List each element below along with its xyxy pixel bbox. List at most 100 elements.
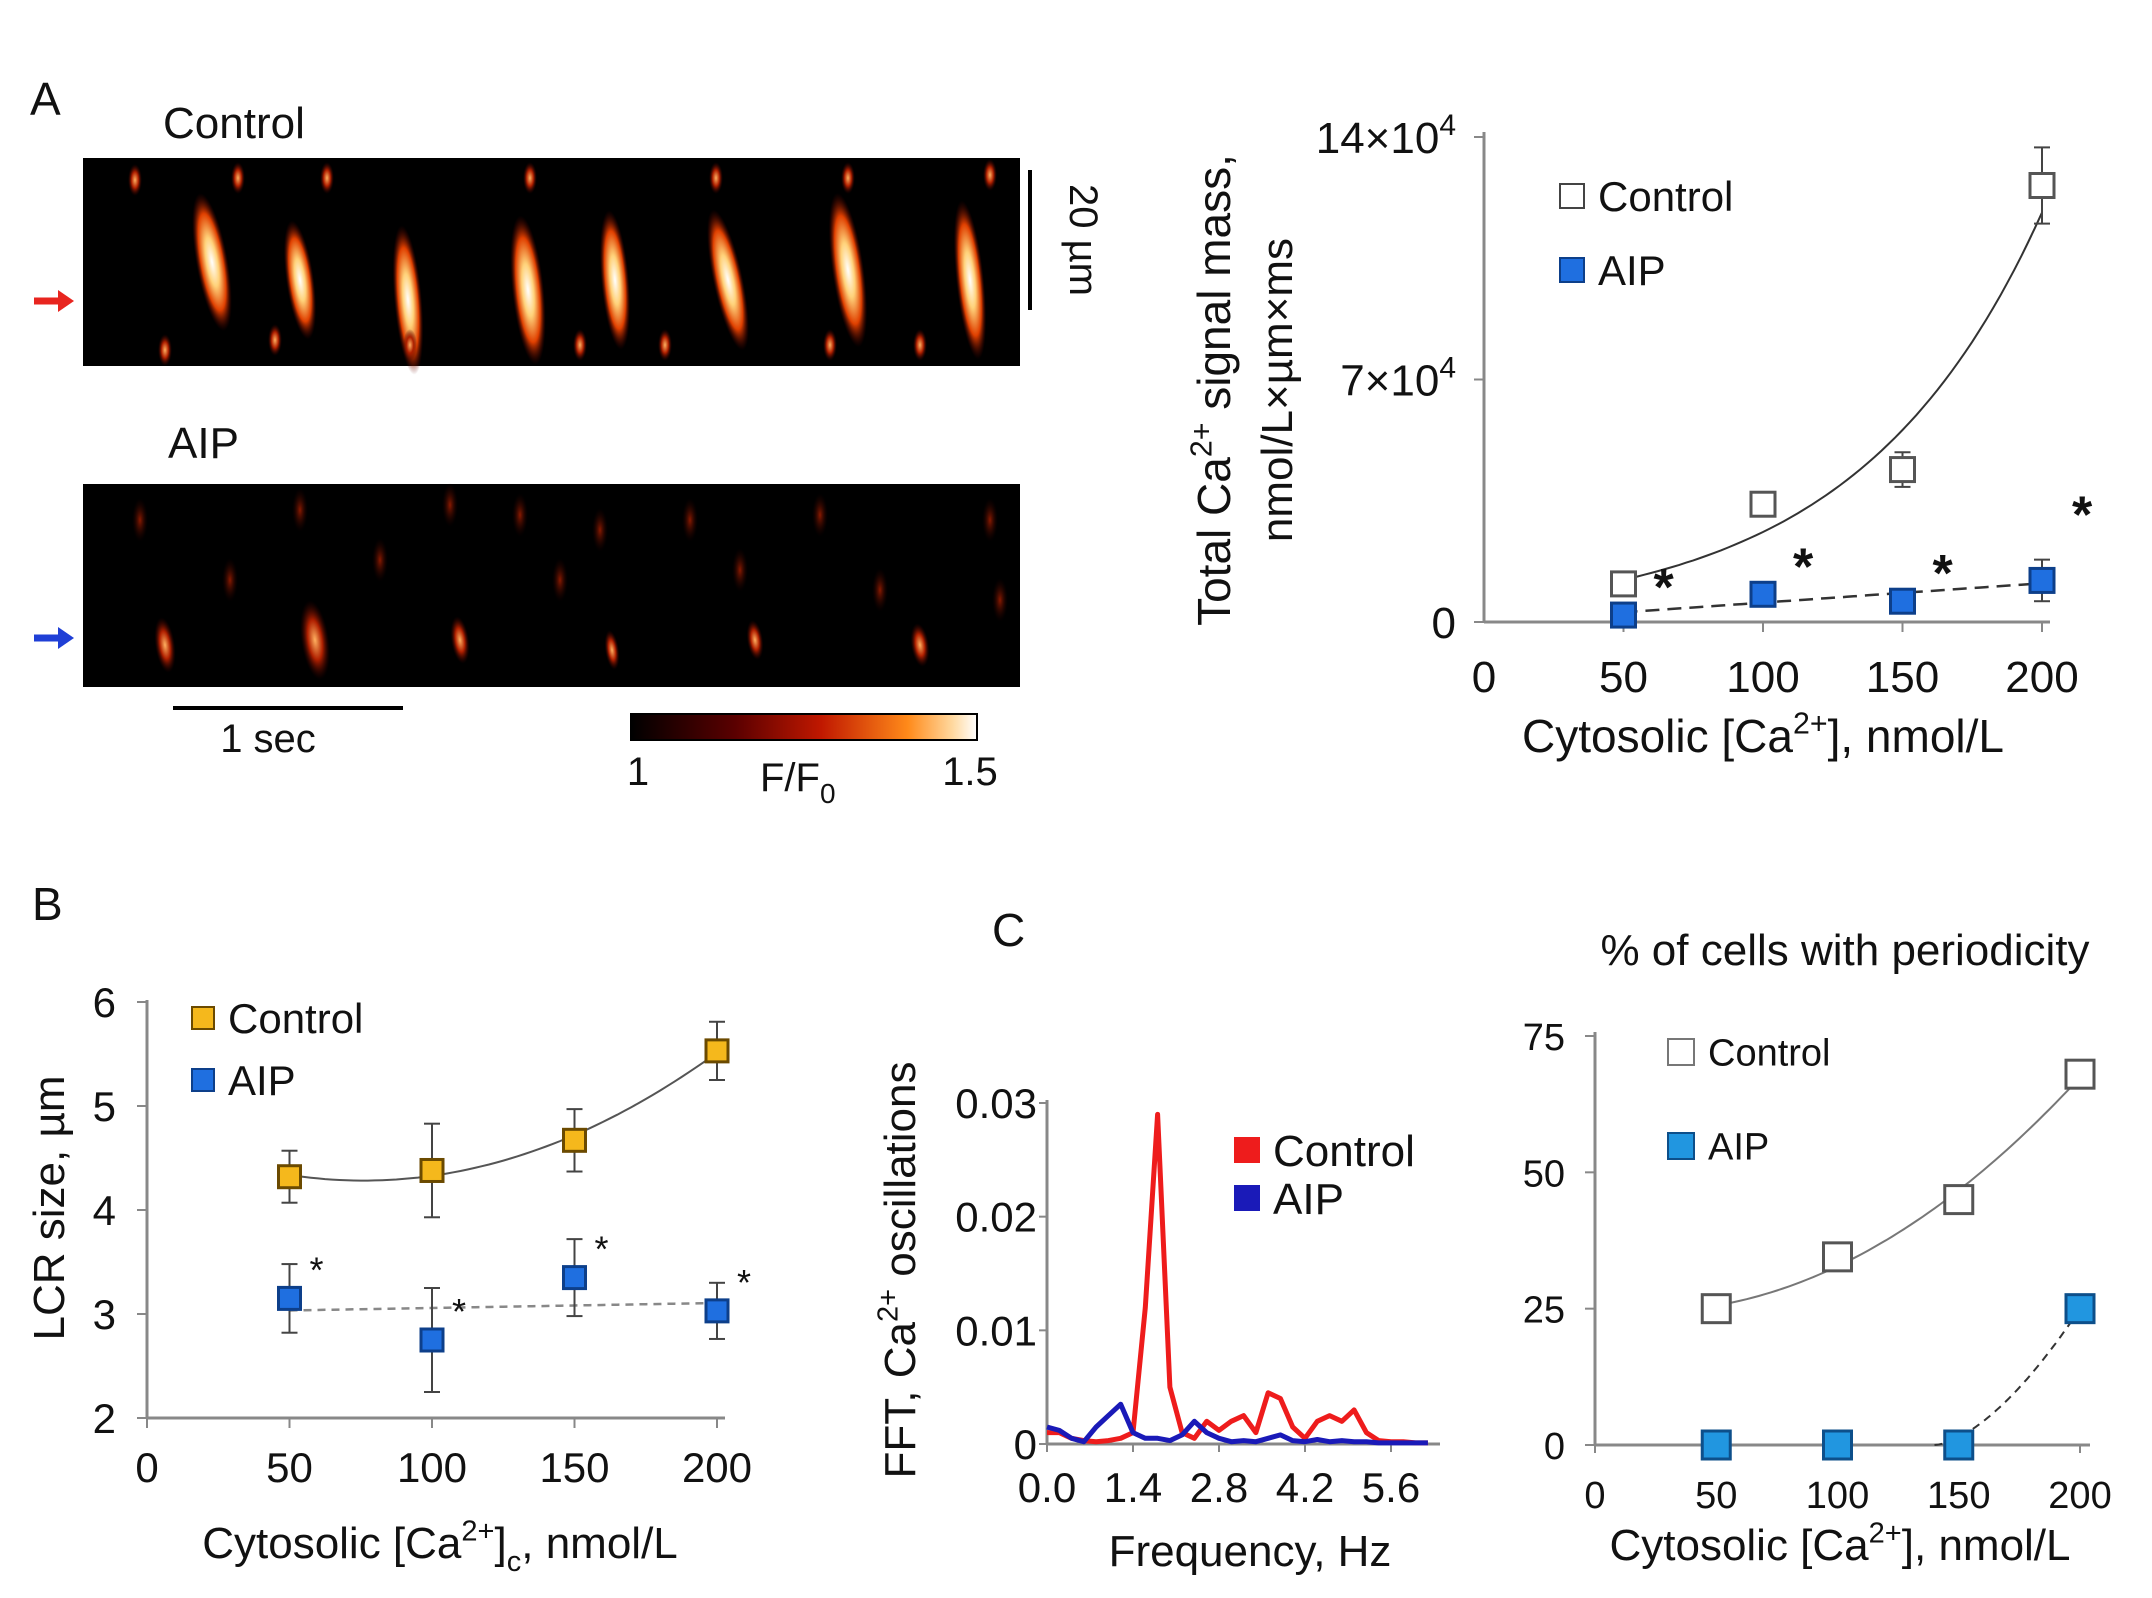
spark-bright	[953, 200, 987, 360]
spark-aip-faint	[872, 568, 888, 612]
control-fit-line	[1623, 212, 2043, 581]
spark-aip-faint	[512, 493, 528, 537]
time-scale-bar: 1 sec	[173, 706, 403, 761]
legend-aip-label: AIP	[1598, 247, 1666, 294]
spark-bright	[283, 220, 317, 340]
significance-star: *	[452, 1291, 466, 1332]
spark-small	[658, 329, 672, 361]
spark-aip	[604, 630, 620, 670]
y-axis-label-units: nmol/L×µm×ms	[1253, 238, 1302, 542]
spark-aip-faint	[552, 558, 568, 602]
spark-aip-faint	[812, 493, 828, 537]
y-axis-label: Total Ca2+ signal mass,	[1186, 154, 1240, 626]
legend-control-label: Control	[1598, 173, 1733, 220]
aip-fit-line	[1623, 581, 2043, 614]
x-tick-label: 1.4	[1104, 1464, 1162, 1511]
spark-aip	[910, 623, 930, 667]
x-tick-label: 200	[2048, 1475, 2111, 1517]
point-control	[562, 1127, 587, 1153]
spark-bright	[707, 209, 749, 351]
x-tick-label: 2.8	[1190, 1464, 1248, 1511]
chart-a-total-signal-mass: 0 50 100 150 200 0 7×104 14×104 Cytosolic [Ca2+]…	[1186, 109, 2093, 762]
y-tick-label: 2	[93, 1395, 116, 1442]
x-tick-label: 0.0	[1018, 1464, 1076, 1511]
spark-small	[823, 329, 837, 361]
chart-b-lcr-size: 0 50 100 150 200 2 3 4 5 6 Cytosolic [Ca2+]c, nmol…	[25, 979, 752, 1578]
x-tick-label: 150	[1866, 653, 1939, 702]
x-tick-label: 0	[1472, 653, 1496, 702]
spark-aip	[300, 600, 330, 680]
spark-small	[403, 329, 417, 361]
point-aip	[277, 1285, 302, 1311]
y-tick-label: 7×104	[1340, 352, 1456, 406]
point-aip	[2028, 566, 2056, 594]
x-tick-label: 200	[682, 1444, 752, 1491]
point-control	[277, 1164, 302, 1190]
point-aip	[562, 1265, 587, 1291]
point-control	[1749, 490, 1777, 518]
y-tick-label: 0	[1432, 599, 1456, 648]
chart-c-fft: 0.0 1.4 2.8 4.2 5.6 0 0.01 0.02 0.03 Frequency, H…	[872, 1062, 1440, 1576]
spark-aip-faint	[132, 498, 148, 542]
spark-small	[983, 159, 997, 191]
chart-title: % of cells with periodicity	[1600, 926, 2089, 975]
significance-star: *	[737, 1262, 751, 1303]
colorbar-max: 1.5	[942, 750, 998, 794]
spark-aip-faint	[372, 538, 388, 582]
spark-aip	[450, 616, 470, 664]
spark-bright	[828, 192, 868, 348]
x-axis-label: Frequency, Hz	[1109, 1527, 1392, 1576]
point-control	[2028, 172, 2056, 199]
spark-small	[158, 334, 172, 366]
x-tick-label: 200	[2005, 653, 2078, 702]
legend-control-swatch	[1234, 1137, 1260, 1163]
chart-c-periodicity: % of cells with periodicity 0 50 100 150 200 0…	[1523, 926, 2112, 1570]
legend-aip-label: AIP	[1708, 1127, 1769, 1169]
y-tick-label: 0.01	[955, 1307, 1037, 1354]
spark-small	[231, 162, 245, 194]
significance-star: *	[1654, 559, 1675, 617]
spark-aip-faint	[292, 488, 308, 532]
spark-small	[523, 162, 537, 194]
control-fit-line	[1716, 1076, 2081, 1307]
aip-fit-line	[1934, 1308, 2081, 1446]
point-aip	[2064, 1293, 2096, 1325]
spark-bright	[599, 210, 631, 350]
spark-small	[709, 162, 723, 194]
y-tick-label: 0	[1014, 1421, 1037, 1468]
panel-label-a: A	[30, 73, 61, 125]
control-linescan-image	[83, 158, 1020, 375]
legend-aip-swatch	[1559, 257, 1585, 283]
panel-label-b: B	[32, 878, 63, 930]
legend-control-label: Control	[1273, 1127, 1415, 1176]
point-aip	[419, 1327, 445, 1353]
colorbar-label: F/F0	[760, 756, 836, 809]
point-aip	[1610, 601, 1637, 629]
spark-small	[841, 162, 855, 194]
y-tick-label: 25	[1523, 1290, 1565, 1332]
aip-linescan-label: AIP	[168, 419, 239, 468]
point-control	[1700, 1293, 1732, 1325]
legend-aip-swatch	[191, 1068, 215, 1092]
x-tick-label: 150	[539, 1444, 609, 1491]
significance-star: *	[2072, 486, 2093, 544]
y-tick-label: 6	[93, 979, 116, 1026]
control-fit-line	[289, 1051, 718, 1182]
aip-arrow-icon	[34, 627, 74, 649]
spark-aip-faint	[682, 498, 698, 542]
y-tick-label: 3	[93, 1291, 116, 1338]
point-control	[2064, 1058, 2096, 1090]
y-tick-label: 14×104	[1316, 109, 1456, 163]
x-tick-label: 0	[1584, 1475, 1605, 1517]
x-tick-label: 50	[1695, 1475, 1737, 1517]
x-tick-label: 150	[1927, 1475, 1990, 1517]
spark-small	[913, 329, 927, 361]
spark-aip-faint	[982, 498, 998, 542]
significance-star: *	[1933, 545, 1954, 603]
x-tick-label: 4.2	[1276, 1464, 1334, 1511]
point-control	[1610, 570, 1637, 598]
spark-small	[320, 162, 334, 194]
y-axis-label: FFT, Ca2+ oscillations	[872, 1062, 925, 1479]
series-aip-line	[1046, 1401, 1428, 1446]
spark-aip	[746, 620, 764, 660]
